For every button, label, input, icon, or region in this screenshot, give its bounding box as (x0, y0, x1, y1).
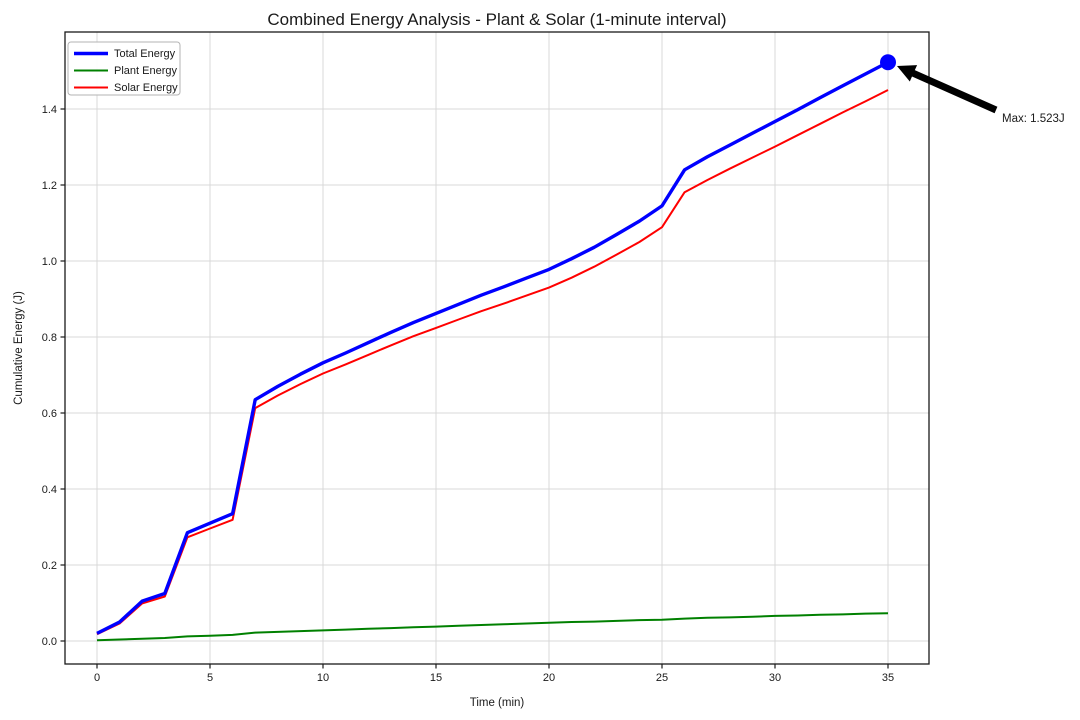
tick-layer: 0 5 10 15 20 25 30 35 0.0 0.2 0.4 0.6 0.8 1.0 1.2 1.4 (42, 104, 894, 684)
legend-label-plant: Plant Energy (114, 65, 177, 77)
tick-label-x: 35 (882, 672, 894, 684)
x-axis-label: Time (min) (470, 697, 525, 709)
chart-title: Combined Energy Analysis - Plant & Solar… (267, 10, 726, 29)
annotation-text: Max: 1.523J (1002, 113, 1065, 125)
tick-label-y: 0.0 (42, 636, 57, 648)
tick-label-x: 25 (656, 672, 668, 684)
legend-label-total: Total Energy (114, 48, 176, 60)
y-axis-label: Cumulative Energy (J) (13, 291, 25, 405)
series-line-total-energy (96, 60, 889, 635)
series-layer (96, 60, 889, 642)
tick-label-y: 0.4 (42, 484, 57, 496)
tick-label-y: 0.2 (42, 560, 57, 572)
legend-label-solar: Solar Energy (114, 82, 178, 94)
tick-label-y: 1.2 (42, 180, 57, 192)
legend: Total Energy Plant Energy Solar Energy (67, 41, 181, 96)
tick-label-x: 0 (94, 672, 100, 684)
max-point-marker (880, 54, 896, 71)
tick-label-x: 5 (207, 672, 213, 684)
tick-label-x: 10 (317, 672, 329, 684)
tick-label-y: 0.8 (42, 332, 57, 344)
series-line-solar-energy (96, 89, 889, 636)
tick-label-y: 1.0 (42, 256, 57, 268)
tick-label-y: 0.6 (42, 408, 57, 420)
series-line-plant-energy (96, 612, 889, 642)
tick-label-x: 15 (430, 672, 442, 684)
annotation-arrow (897, 65, 998, 114)
grid-layer (65, 32, 929, 664)
tick-label-y: 1.4 (42, 104, 57, 116)
plot-border (64, 31, 930, 665)
tick-label-x: 20 (543, 672, 555, 684)
legend-box (67, 41, 181, 96)
tick-label-x: 30 (769, 672, 781, 684)
